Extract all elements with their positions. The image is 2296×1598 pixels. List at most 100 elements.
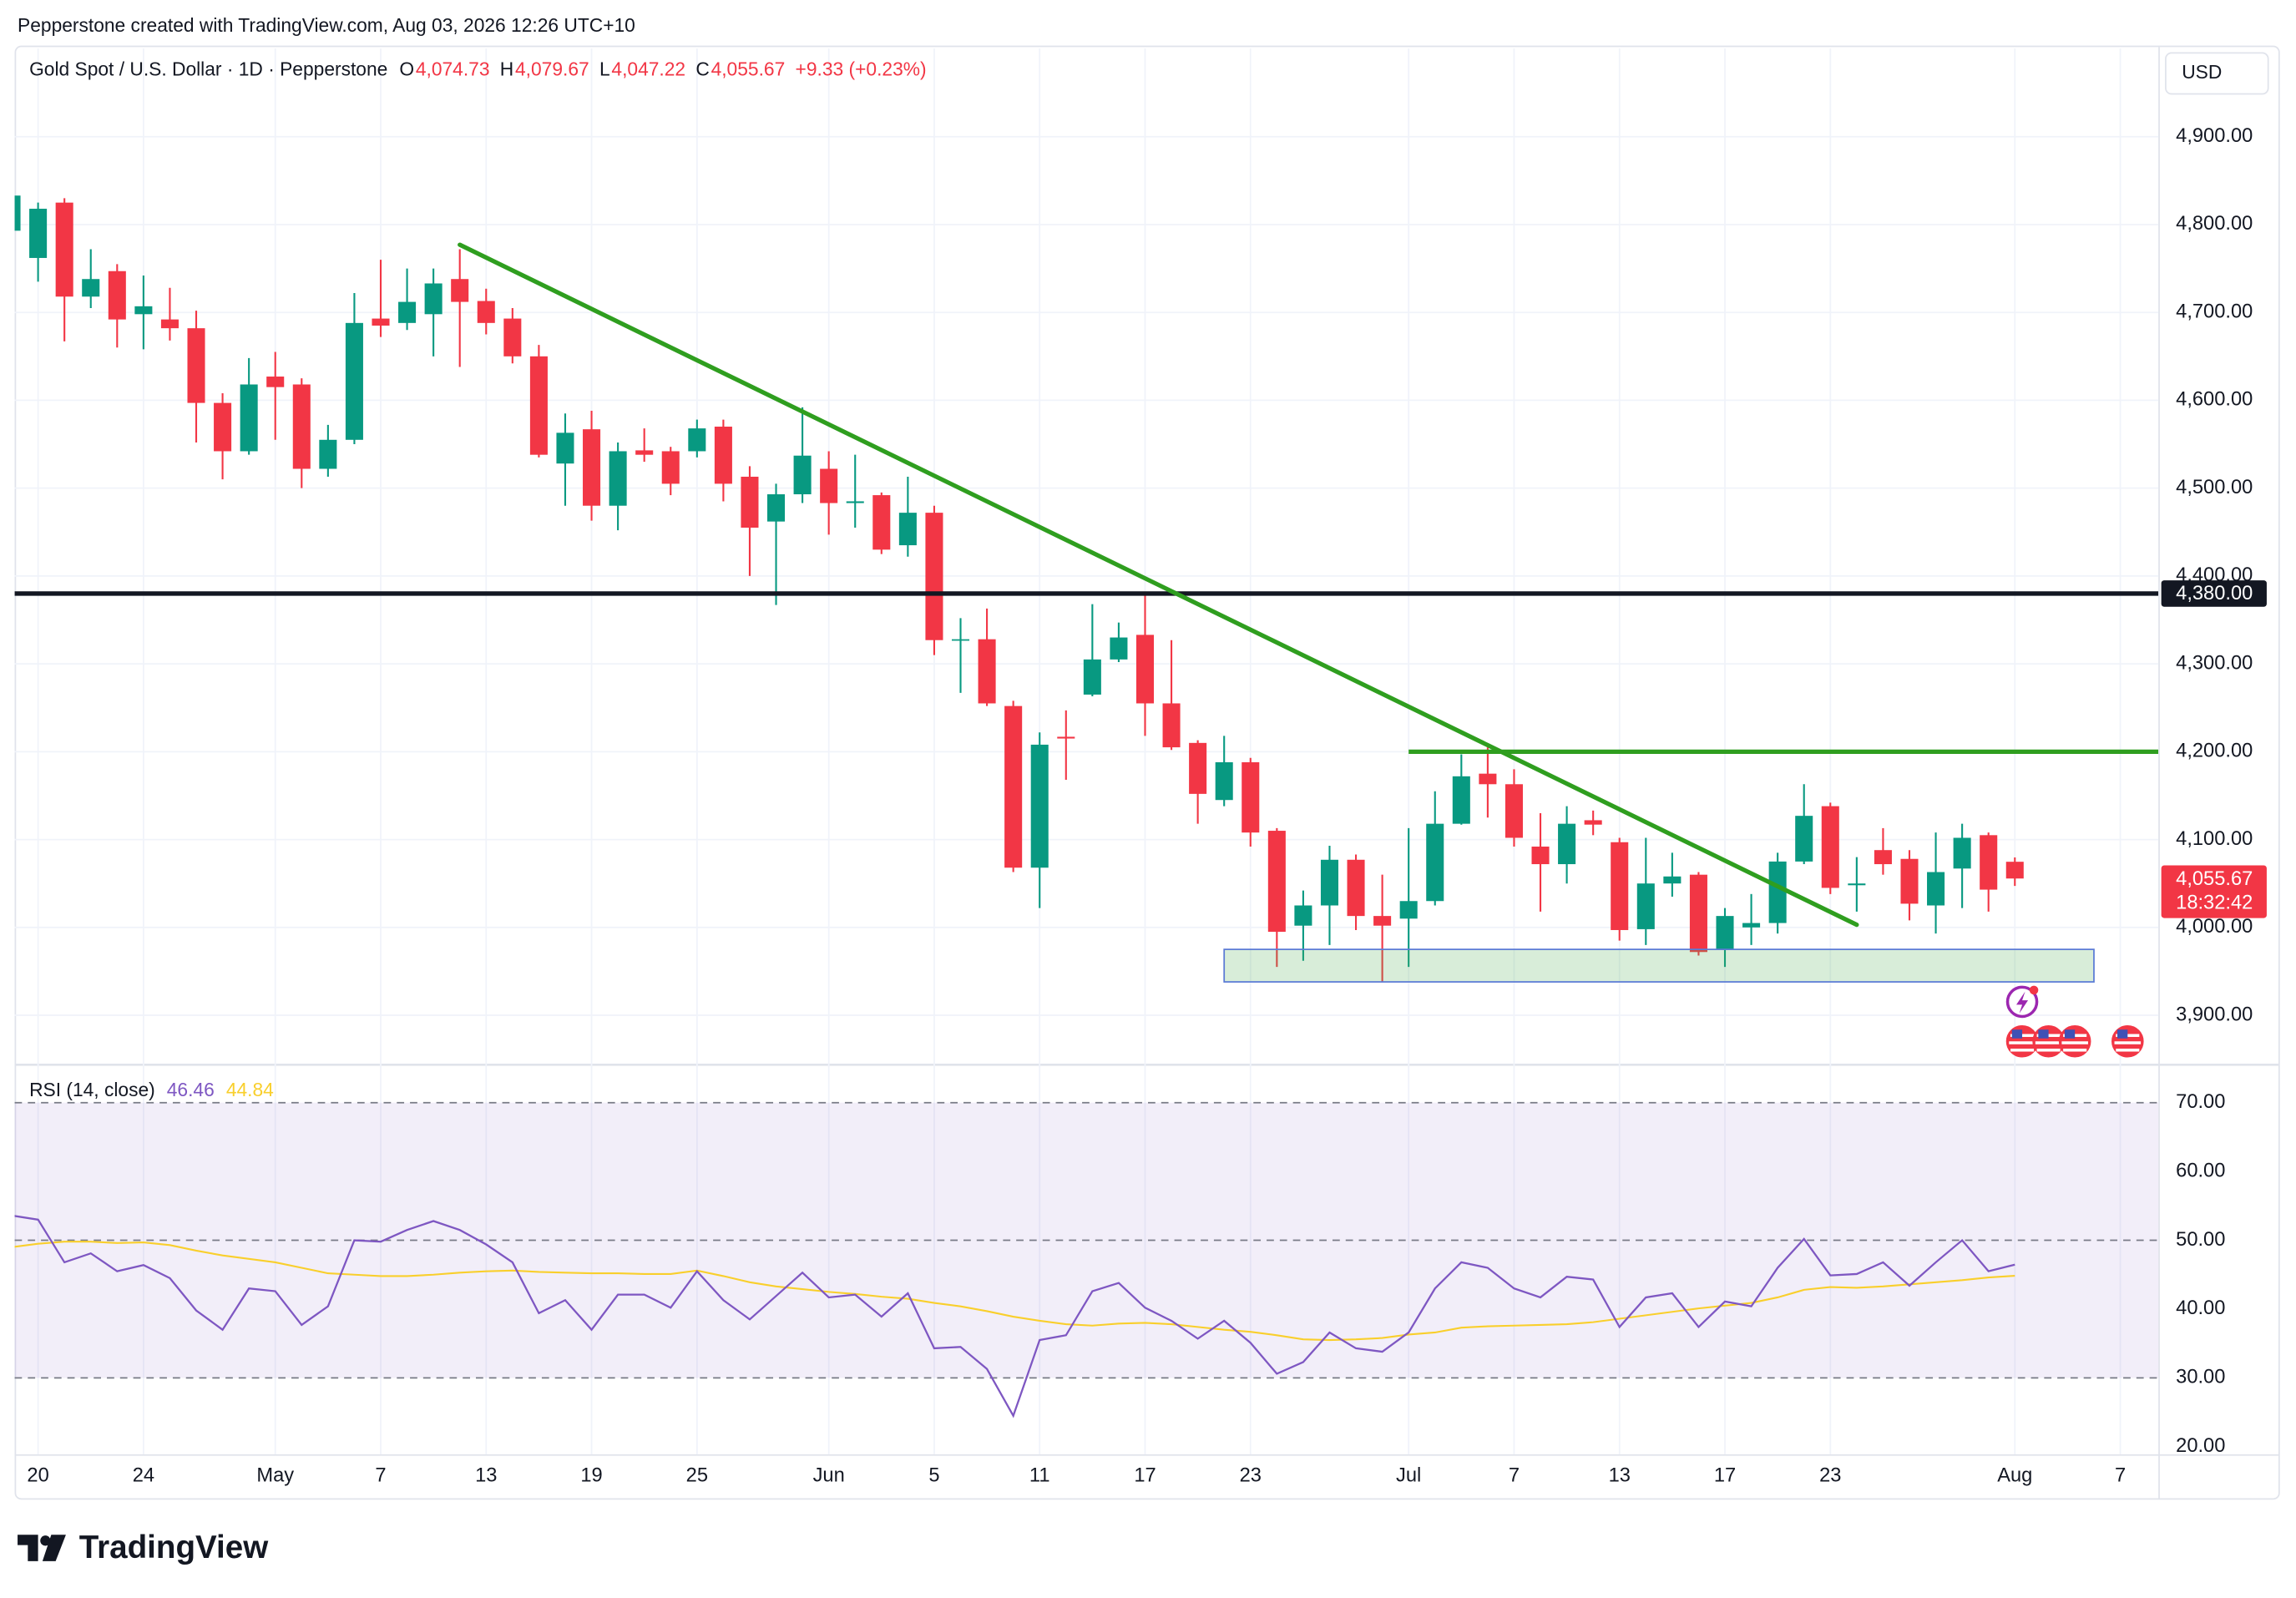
y-tick-label: 4,900.00 [2176, 125, 2253, 147]
logo: TradingView [18, 1530, 269, 1565]
candle-body [1189, 742, 1207, 794]
flag-icon[interactable] [2111, 1024, 2144, 1058]
candle-body [1980, 835, 1998, 890]
axes: 20 24 May 7 13 19 25 Jun 5 11 17 23 Jul 7 13 17 23 Aug 7 3,… [27, 125, 2267, 1486]
chart-title: Gold Spot / U.S. Dollar · 1D · Peppersto… [29, 58, 387, 79]
frame [14, 45, 2280, 1500]
x-tick-label: Jul [1396, 1464, 1421, 1486]
y-tick-label: 4,100.00 [2176, 828, 2253, 850]
currency: USD [2182, 61, 2222, 83]
x-tick-label: 13 [1609, 1464, 1631, 1486]
x-tick-label: 24 [133, 1464, 154, 1486]
candle-body [714, 427, 732, 484]
candle-body [846, 501, 864, 503]
candle-body [1584, 820, 1602, 825]
x-tick-label: 11 [1029, 1464, 1050, 1486]
candle-body [1505, 784, 1523, 838]
trend-line [458, 242, 1859, 928]
flag-icon[interactable] [2058, 1024, 2091, 1058]
x-tick-label: 17 [1134, 1464, 1156, 1486]
event-icons [2005, 985, 2144, 1058]
legend-value: 4,079.67 [515, 58, 589, 79]
candle-body [503, 318, 522, 357]
candle-body [1347, 859, 1365, 917]
candle-body [1636, 883, 1655, 929]
candle-body [14, 195, 21, 231]
candle-body [398, 301, 417, 323]
candle-body [82, 279, 100, 297]
x-tick-label: 7 [2115, 1464, 2126, 1486]
candle-body [55, 202, 73, 297]
candle-body [1267, 831, 1286, 933]
candle-body [1689, 874, 1707, 953]
candle-body [134, 306, 153, 315]
candle-body [925, 513, 943, 640]
candle-body [1110, 637, 1128, 660]
price-badge [2161, 580, 2267, 607]
candle-body [1558, 823, 1576, 865]
candle-body [1083, 659, 1101, 695]
candle-body [1821, 806, 1839, 888]
candle-body [1004, 705, 1023, 868]
candle-body [451, 279, 469, 302]
candle-body [1057, 736, 1075, 739]
x-tick-label: Jun [813, 1464, 845, 1486]
candle-body [1426, 823, 1444, 902]
candle-body [661, 451, 680, 484]
x-tick-label: 23 [1240, 1464, 1262, 1486]
candle-body [1927, 872, 1945, 906]
rsi-pane [14, 1101, 2159, 1418]
event-dot [2029, 985, 2039, 995]
candle-body [1742, 923, 1761, 928]
y-tick-label: 3,900.00 [2176, 1004, 2253, 1025]
currency-box[interactable] [2165, 52, 2269, 95]
candle-body [1242, 761, 1260, 833]
candle-body [556, 432, 574, 464]
x-tick-label: 23 [1819, 1464, 1841, 1486]
candle-body [951, 639, 970, 641]
candle-body [1399, 901, 1418, 919]
candle-body [477, 301, 495, 323]
candle-body [187, 328, 205, 403]
candle-body [1795, 816, 1813, 862]
x-tick-label: 19 [580, 1464, 602, 1486]
candle-body [767, 494, 786, 522]
rsi-ma-line [14, 1241, 2015, 1342]
candle-body [1373, 916, 1392, 926]
candle-body [741, 476, 759, 528]
x-tick-label: May [256, 1464, 294, 1486]
y-tick-label: 4,500.00 [2176, 477, 2253, 498]
candle-body [1479, 773, 1497, 785]
candle-body [214, 402, 232, 452]
candle-body [898, 513, 917, 546]
candle-body [292, 384, 311, 469]
x-tick-label: 13 [475, 1464, 497, 1486]
attribution: Pepperstone created with TradingView.com… [18, 14, 635, 36]
x-tick-label: 7 [1509, 1464, 1520, 1486]
candle-body [688, 428, 706, 452]
logo-mark [40, 1535, 51, 1546]
y-tick-label: 40.00 [2176, 1297, 2225, 1319]
y-tick-label: 4,800.00 [2176, 213, 2253, 235]
legend-key: C [695, 58, 709, 79]
candle-body [424, 283, 443, 315]
candle-body [1320, 859, 1338, 906]
logo-mark [42, 1535, 66, 1561]
last-price-badge [2161, 865, 2267, 918]
y-tick-label: 30.00 [2176, 1367, 2225, 1388]
candle-body [319, 439, 337, 469]
legend-value: 4,055.67 [711, 58, 786, 79]
candle-body [978, 639, 996, 704]
logo-mark [18, 1535, 38, 1561]
candle-body [793, 455, 812, 495]
legend-key: O [399, 58, 414, 79]
event-icon-glyph [2016, 991, 2029, 1014]
x-tick-label: 5 [928, 1464, 939, 1486]
y-tick-label: 20.00 [2176, 1435, 2225, 1457]
legend-key: L [599, 58, 610, 79]
y-tick-label: 60.00 [2176, 1160, 2225, 1181]
candle-body [1663, 876, 1682, 884]
y-tick-label: 4,200.00 [2176, 741, 2253, 762]
